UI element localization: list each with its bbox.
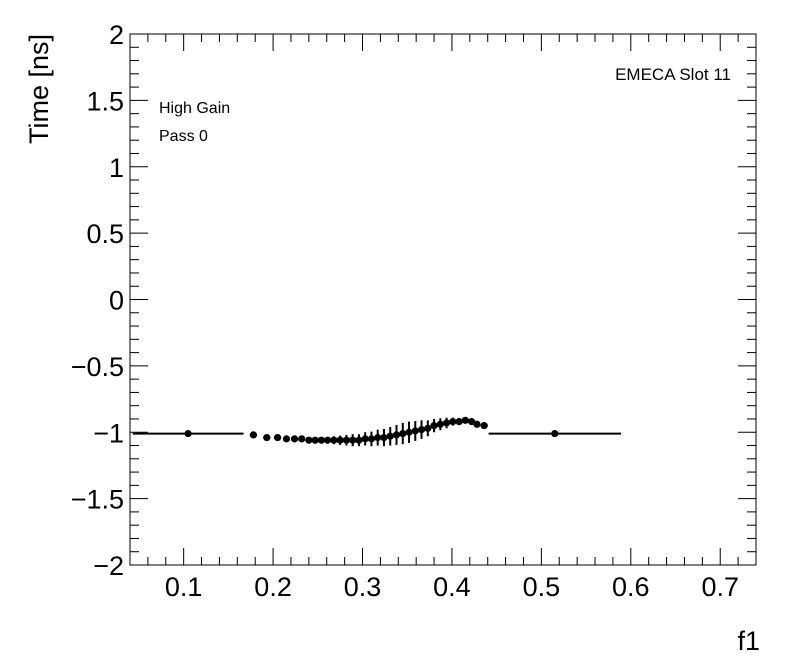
x-tick-label: 0.7 — [701, 572, 739, 602]
data-point — [430, 418, 438, 433]
point-marker — [449, 418, 457, 426]
point-marker — [392, 431, 401, 439]
point-marker — [305, 436, 313, 444]
x-tick-label: 0.4 — [433, 572, 471, 602]
point-marker — [424, 424, 432, 432]
data-point — [263, 433, 271, 442]
y-axis-title: Time [ns] — [24, 34, 54, 144]
point-marker — [411, 427, 419, 435]
point-marker — [468, 418, 476, 426]
point-marker — [273, 433, 282, 442]
data-point — [349, 434, 357, 447]
point-marker — [355, 436, 363, 444]
data-point — [392, 424, 401, 445]
x-axis-title: f1 — [737, 626, 760, 656]
data-point — [290, 435, 299, 443]
point-marker — [282, 435, 291, 443]
y-tick-label: −2 — [93, 551, 124, 581]
point-marker — [461, 416, 469, 424]
data-point — [488, 429, 621, 438]
annotation-pass: Pass 0 — [159, 128, 208, 145]
point-marker — [380, 433, 388, 442]
y-tick-label: −1.5 — [71, 485, 124, 515]
x-tick-label: 0.3 — [344, 572, 382, 602]
point-marker — [317, 436, 325, 444]
data-point — [249, 431, 258, 439]
annotation-slot-label: EMECA Slot 11 — [615, 65, 731, 84]
data-points — [132, 416, 621, 447]
point-marker — [361, 435, 369, 443]
data-point — [336, 435, 344, 445]
data-point — [367, 431, 376, 447]
data-point — [436, 418, 444, 431]
point-marker — [298, 435, 306, 443]
data-point — [317, 436, 325, 444]
point-marker — [430, 422, 438, 430]
data-point — [298, 435, 306, 443]
data-point — [361, 432, 369, 446]
point-marker — [336, 436, 344, 444]
y-tick-label: −1 — [93, 418, 124, 448]
y-tick-label: 1 — [109, 153, 124, 183]
data-point — [132, 429, 244, 438]
point-marker — [386, 432, 394, 440]
x-tick-label: 0.5 — [523, 572, 561, 602]
point-marker — [551, 429, 559, 438]
data-point — [455, 418, 463, 426]
y-tick-label: 0 — [109, 286, 124, 316]
point-marker — [417, 425, 426, 434]
point-marker — [436, 420, 444, 428]
y-tick-label: −0.5 — [71, 352, 124, 382]
data-point — [374, 429, 382, 446]
data-point — [355, 434, 363, 447]
point-marker — [324, 436, 332, 444]
point-marker — [263, 433, 271, 442]
y-tick-label: 1.5 — [86, 86, 124, 116]
point-marker — [473, 420, 481, 428]
point-marker — [367, 435, 376, 443]
data-point — [417, 420, 426, 439]
point-marker — [342, 436, 351, 444]
data-point — [480, 422, 488, 430]
x-tick-label: 0.2 — [254, 572, 292, 602]
data-point — [330, 436, 338, 445]
data-point — [380, 428, 388, 447]
point-marker — [455, 418, 463, 426]
data-point — [468, 418, 476, 426]
point-marker — [405, 428, 413, 436]
point-marker — [290, 435, 299, 443]
point-marker — [311, 436, 319, 444]
y-tick-label: 2 — [109, 20, 124, 50]
x-tick-label: 0.1 — [165, 572, 203, 602]
x-tick-label: 0.6 — [612, 572, 650, 602]
tick-labels: 0.1 0.2 0.3 0.4 0.5 0.6 0.7 −2 −1.5 −1 −0.5 0 0.5 1 1.… — [71, 20, 739, 602]
data-point — [449, 417, 457, 426]
data-point — [473, 420, 481, 428]
data-point — [282, 435, 291, 443]
data-point — [342, 434, 351, 446]
point-marker — [249, 431, 258, 439]
data-point — [405, 421, 413, 443]
point-marker — [442, 419, 451, 427]
data-point — [424, 420, 432, 437]
point-marker — [184, 429, 192, 438]
plot-frame — [129, 33, 757, 566]
data-point — [461, 416, 469, 424]
data-point — [305, 436, 313, 444]
data-point — [273, 433, 282, 442]
point-marker — [374, 433, 382, 442]
data-point — [324, 436, 332, 444]
data-point — [386, 426, 394, 446]
point-marker — [330, 436, 338, 444]
point-marker — [349, 436, 357, 444]
data-point — [442, 417, 451, 429]
point-marker — [480, 422, 488, 430]
y-tick-label: 0.5 — [86, 219, 124, 249]
point-marker — [399, 429, 407, 438]
data-point — [311, 436, 319, 444]
data-point — [399, 422, 407, 445]
annotation-high-gain: High Gain — [159, 100, 230, 117]
data-point — [411, 420, 419, 441]
